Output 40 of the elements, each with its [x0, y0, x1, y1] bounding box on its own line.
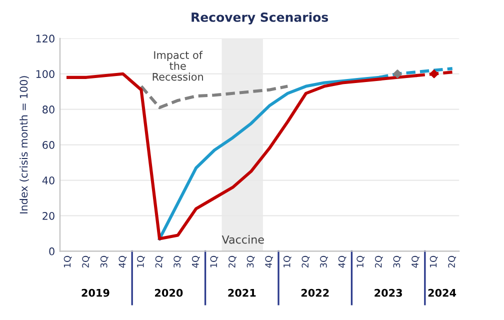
annotation: Vaccine	[222, 235, 264, 244]
x-tick-label: 3Q	[174, 256, 182, 268]
x-tick-label: 4Q	[338, 256, 346, 268]
x-tick-label: 2Q	[374, 256, 383, 268]
y-tick-label: 40	[42, 176, 54, 184]
y-tick-label: 0	[49, 247, 54, 256]
text: 2022	[301, 288, 329, 297]
x-tick-label: 1Q	[356, 256, 365, 268]
y-tick-label: 120	[36, 34, 54, 43]
x-tick-label: 2Q	[82, 256, 90, 268]
x-tick-label: 3Q	[393, 256, 402, 268]
y-tick-label: 20	[42, 212, 54, 220]
y-tick-label: 80	[42, 106, 54, 114]
x-tick-label: 1Q	[283, 256, 292, 268]
text: 2020	[155, 288, 183, 297]
x-tick-label: 2Q	[448, 256, 456, 268]
text: 2024	[428, 288, 456, 297]
x-tick-label: 4Q	[265, 256, 274, 268]
chart-title: Recovery Scenarios	[192, 12, 328, 24]
x-tick-label: 1Q	[430, 256, 438, 268]
text: 2023	[374, 288, 402, 297]
x-tick-label: 2Q	[228, 256, 236, 268]
x-tick-label: 2Q	[302, 256, 310, 268]
x-tick-label: 3Q	[246, 256, 255, 268]
x-tick-label: 3Q	[100, 256, 108, 268]
x-tick-label: 1Q	[64, 256, 72, 268]
x-tick-label: 3Q	[320, 256, 328, 268]
x-tick-label: 4Q	[118, 256, 127, 268]
x-tick-label: 1Q	[137, 256, 145, 268]
x-tick-label: 4Q	[192, 256, 200, 268]
y-axis-title: Index (crisis month = 100)	[20, 76, 29, 214]
x-tick-label: 1Q	[210, 256, 218, 268]
annotation: Impact of the Recession	[152, 50, 203, 81]
x-tick-label: 4Q	[412, 256, 420, 268]
text: 2021	[228, 288, 256, 297]
line-series	[140, 84, 290, 110]
x-tick-label: 2Q	[155, 256, 164, 268]
y-tick-label: 60	[42, 141, 54, 149]
y-tick-label: 100	[36, 70, 54, 78]
text: 2019	[82, 288, 110, 297]
